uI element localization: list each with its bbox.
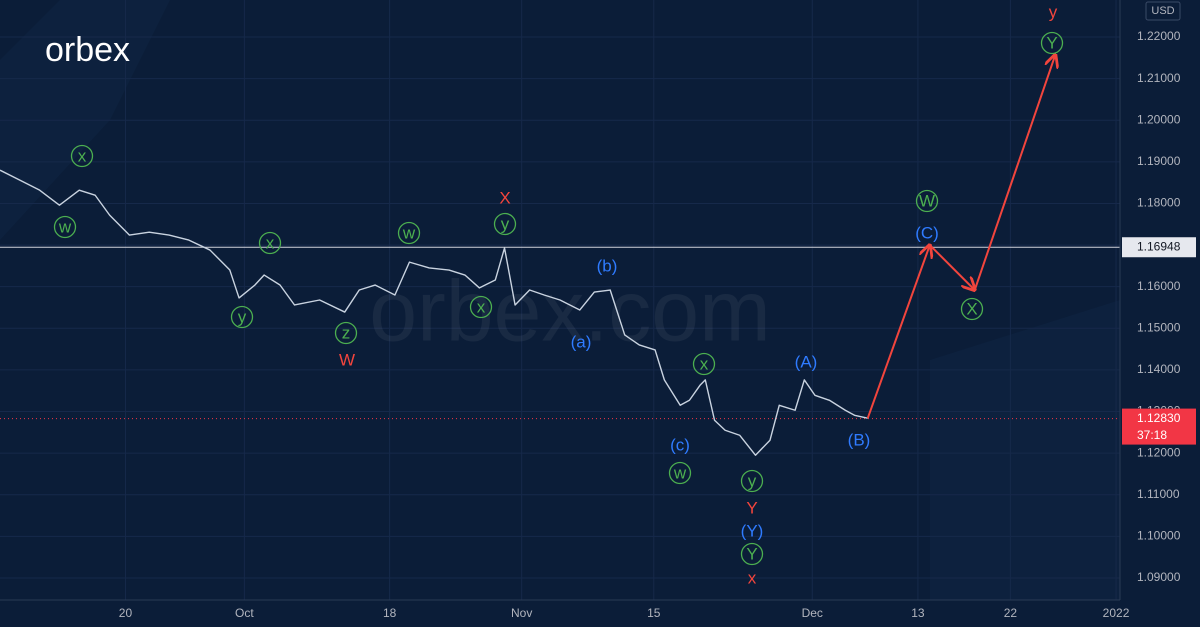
wave-circle bbox=[960, 297, 984, 321]
forecast-arrow bbox=[973, 55, 1056, 291]
x-tick-label: 15 bbox=[647, 606, 661, 620]
watermark: orbex.com bbox=[369, 264, 771, 360]
y-tick-label: 1.11000 bbox=[1137, 487, 1180, 501]
logo: orbex bbox=[45, 31, 130, 69]
y-tick-label: 1.12000 bbox=[1137, 445, 1181, 459]
wave-circle bbox=[740, 469, 764, 493]
y-tick-label: 1.20000 bbox=[1137, 112, 1181, 126]
wave-circle bbox=[692, 352, 716, 376]
wave-circle bbox=[258, 231, 282, 255]
backdrop-shape bbox=[930, 300, 1120, 600]
wave-label: x bbox=[477, 297, 486, 316]
y-tick-label: 1.21000 bbox=[1137, 71, 1181, 85]
x-tick-label: Oct bbox=[235, 606, 254, 620]
last-price-box bbox=[1122, 408, 1196, 445]
x-tick-label: 18 bbox=[383, 606, 397, 620]
y-tick-label: 1.15000 bbox=[1137, 320, 1181, 334]
wave-label: X bbox=[966, 299, 977, 318]
wave-label: x bbox=[266, 233, 275, 252]
wave-circle bbox=[740, 542, 764, 566]
y-tick-label: 1.18000 bbox=[1137, 196, 1181, 210]
currency: USD bbox=[1151, 5, 1174, 17]
wave-circle bbox=[668, 461, 692, 485]
wave-circle bbox=[70, 144, 94, 168]
wave-label: Y bbox=[746, 498, 757, 517]
level-label: 1.16948 bbox=[1137, 239, 1181, 253]
plot: xwyxzWwxyX(b)(a)x(c)w(A)yY(Y)Yx(B)W(C)XY… bbox=[0, 2, 1120, 587]
wave-label: x bbox=[78, 146, 87, 165]
level-label-box bbox=[1122, 237, 1196, 258]
wave-label: w bbox=[402, 223, 416, 242]
x-tick-label: Dec bbox=[802, 606, 823, 620]
forecast-arrow bbox=[866, 245, 930, 419]
x-tick-label: 2022 bbox=[1103, 606, 1130, 620]
axes: 1.220001.210001.200001.190001.180001.170… bbox=[119, 29, 1196, 620]
wave-label: (A) bbox=[795, 352, 818, 371]
wave-circle bbox=[397, 221, 421, 245]
wave-label: y bbox=[748, 471, 757, 490]
wave-label: Y bbox=[746, 544, 757, 563]
x-tick-label: 20 bbox=[119, 606, 133, 620]
wave-label: y bbox=[501, 214, 510, 233]
wave-label: z bbox=[342, 323, 351, 342]
wave-circle bbox=[469, 295, 493, 319]
x-tick-label: Nov bbox=[511, 606, 532, 620]
wave-circle bbox=[915, 189, 939, 213]
price-line bbox=[0, 169, 868, 456]
wave-label: w bbox=[673, 463, 687, 482]
forecast-arrow bbox=[929, 244, 975, 290]
x-tick-label: 22 bbox=[1004, 606, 1018, 620]
wave-label: (c) bbox=[670, 435, 690, 454]
y-tick-label: 1.22000 bbox=[1137, 29, 1181, 43]
wave-label: y bbox=[1049, 2, 1058, 21]
last-price-label: 1.12830 bbox=[1137, 411, 1181, 425]
wave-label: (Y) bbox=[741, 521, 764, 540]
wave-circle bbox=[1040, 31, 1064, 55]
wave-circle bbox=[230, 305, 254, 329]
wave-label: x bbox=[700, 354, 709, 373]
wave-label: (C) bbox=[915, 223, 939, 242]
wave-label: W bbox=[339, 350, 355, 369]
currency-box bbox=[1145, 1, 1181, 21]
grid bbox=[0, 0, 1120, 600]
wave-label: x bbox=[748, 568, 757, 587]
y-tick-label: 1.14000 bbox=[1137, 362, 1181, 376]
wave-circle bbox=[53, 215, 77, 239]
wave-label: (B) bbox=[848, 430, 871, 449]
wave-label: (a) bbox=[571, 332, 592, 351]
countdown: 37:18 bbox=[1137, 428, 1167, 442]
wave-label: y bbox=[238, 307, 247, 326]
y-tick-label: 1.09000 bbox=[1137, 570, 1181, 584]
wave-label: w bbox=[58, 217, 72, 236]
wave-label: (b) bbox=[597, 256, 618, 275]
wave-label: W bbox=[919, 191, 935, 210]
y-tick-label: 1.19000 bbox=[1137, 154, 1181, 168]
wave-circle bbox=[493, 212, 517, 236]
x-tick-label: 13 bbox=[911, 606, 925, 620]
y-tick-label: 1.16000 bbox=[1137, 279, 1181, 293]
wave-label: Y bbox=[1046, 33, 1057, 52]
y-tick-label: 1.10000 bbox=[1137, 529, 1181, 543]
wave-label: X bbox=[499, 188, 510, 207]
wave-circle bbox=[334, 321, 358, 345]
